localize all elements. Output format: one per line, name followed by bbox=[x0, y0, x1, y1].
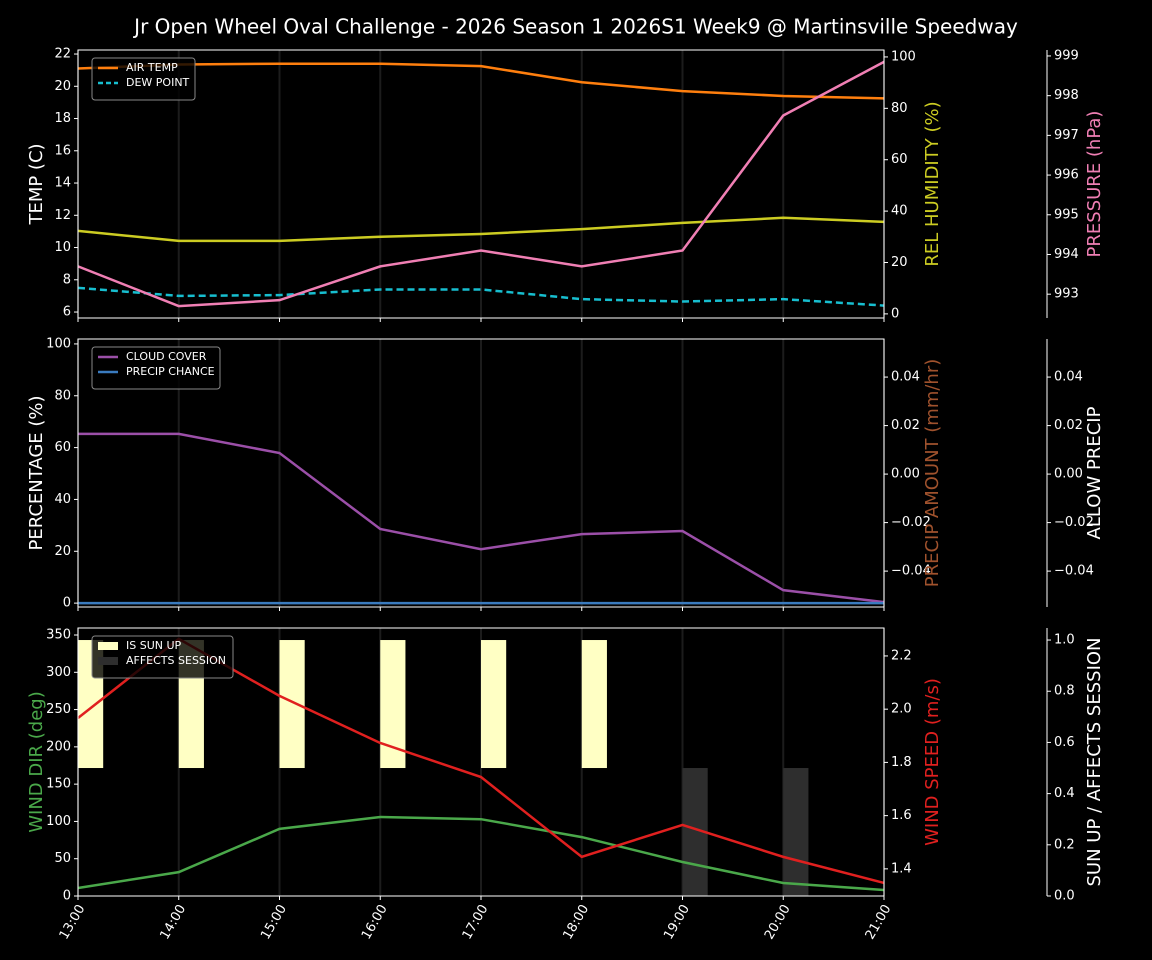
tick-label: 14 bbox=[54, 176, 71, 191]
tick-label: 250 bbox=[46, 702, 71, 717]
axis-label: WIND DIR (deg) bbox=[26, 691, 47, 833]
tick-label: 22 bbox=[54, 47, 71, 62]
tick-label: 60 bbox=[54, 440, 71, 455]
tick-label: 0.2 bbox=[1054, 837, 1075, 852]
legend-label: PRECIP CHANCE bbox=[126, 365, 215, 378]
tick-label: 50 bbox=[54, 851, 71, 866]
line-series bbox=[78, 432, 885, 604]
axis-label: PRECIP AMOUNT (mm/hr) bbox=[922, 359, 943, 588]
legend-box bbox=[91, 635, 234, 679]
legend-box bbox=[91, 346, 221, 390]
tick-label: 0.6 bbox=[1054, 735, 1075, 750]
legend-swatch bbox=[98, 657, 118, 665]
axis-label: PRESSURE (hPa) bbox=[1084, 111, 1105, 258]
tick-label: 0.4 bbox=[1054, 786, 1075, 801]
tick-label: 0.00 bbox=[1054, 467, 1083, 482]
line-series bbox=[77, 216, 885, 243]
tick-label: 0.00 bbox=[891, 467, 920, 482]
tick-label: 40 bbox=[891, 204, 908, 219]
tick-label: 20 bbox=[54, 79, 71, 94]
tick-label: 20 bbox=[891, 255, 908, 270]
tick-label: 996 bbox=[1054, 168, 1079, 183]
legend-label: DEW POINT bbox=[126, 76, 190, 89]
tick-label: 300 bbox=[46, 665, 71, 680]
legend-label: IS SUN UP bbox=[126, 639, 182, 652]
tick-label: 1.6 bbox=[891, 808, 912, 823]
axis-label: PERCENTAGE (%) bbox=[26, 395, 47, 550]
tick-label: 997 bbox=[1054, 128, 1079, 143]
tick-label: 350 bbox=[46, 628, 71, 643]
tick-label: 40 bbox=[54, 492, 71, 507]
tick-label: 18 bbox=[54, 111, 71, 126]
legend-label: CLOUD COVER bbox=[126, 350, 207, 363]
tick-label: 993 bbox=[1054, 287, 1079, 302]
chart-title: Jr Open Wheel Oval Challenge - 2026 Seas… bbox=[132, 15, 1018, 39]
tick-label: 100 bbox=[891, 49, 916, 64]
axis-label: REL HUMIDITY (%) bbox=[922, 101, 943, 266]
line-series bbox=[77, 815, 885, 892]
bar bbox=[380, 640, 406, 769]
line-series bbox=[77, 286, 885, 307]
tick-label: 0 bbox=[891, 306, 899, 321]
tick-label: 8 bbox=[63, 272, 71, 287]
axis-label: TEMP (C) bbox=[26, 143, 47, 225]
tick-label: 995 bbox=[1054, 207, 1079, 222]
tick-label: −0.02 bbox=[1054, 515, 1094, 530]
tick-label: 0 bbox=[63, 889, 71, 904]
tick-label: 999 bbox=[1054, 48, 1079, 63]
bar bbox=[279, 640, 305, 769]
tick-label: 150 bbox=[46, 777, 71, 792]
tick-label: 2.0 bbox=[891, 702, 912, 717]
tick-label: 100 bbox=[46, 336, 71, 351]
tick-label: 2.2 bbox=[891, 648, 912, 663]
tick-label: 10 bbox=[54, 240, 71, 255]
tick-label: −0.02 bbox=[891, 515, 931, 530]
line-series bbox=[77, 60, 885, 308]
tick-label: 994 bbox=[1054, 247, 1079, 262]
tick-label: −0.04 bbox=[891, 564, 931, 579]
tick-label: 0.8 bbox=[1054, 684, 1075, 699]
tick-label: −0.04 bbox=[1054, 564, 1094, 579]
tick-label: 1.4 bbox=[891, 861, 912, 876]
tick-label: 0.04 bbox=[891, 370, 920, 385]
tick-label: 0.02 bbox=[1054, 418, 1083, 433]
tick-label: 80 bbox=[54, 388, 71, 403]
tick-label: 60 bbox=[891, 152, 908, 167]
tick-label: 0.04 bbox=[1054, 370, 1083, 385]
bar bbox=[783, 768, 809, 896]
axis-label: WIND SPEED (m/s) bbox=[922, 678, 943, 846]
bar bbox=[581, 640, 607, 769]
line-series bbox=[77, 62, 885, 100]
tick-label: 200 bbox=[46, 739, 71, 754]
bar bbox=[481, 640, 507, 769]
tick-label: 16 bbox=[54, 143, 71, 158]
legend-label: AIR TEMP bbox=[126, 61, 178, 74]
legend-label: AFFECTS SESSION bbox=[126, 654, 226, 667]
tick-label: 0.02 bbox=[891, 418, 920, 433]
tick-label: 0.0 bbox=[1054, 889, 1075, 904]
tick-label: 20 bbox=[54, 544, 71, 559]
tick-label: 6 bbox=[63, 305, 71, 320]
tick-label: 100 bbox=[46, 814, 71, 829]
tick-label: 1.0 bbox=[1054, 633, 1075, 648]
axis-label: ALLOW PRECIP bbox=[1084, 406, 1105, 539]
tick-label: 12 bbox=[54, 208, 71, 223]
tick-label: 0 bbox=[63, 596, 71, 611]
axis-label: SUN UP / AFFECTS SESSION bbox=[1084, 637, 1105, 886]
legend-swatch bbox=[98, 642, 118, 650]
tick-label: 1.8 bbox=[891, 755, 912, 770]
tick-label: 80 bbox=[891, 101, 908, 116]
tick-label: 998 bbox=[1054, 88, 1079, 103]
